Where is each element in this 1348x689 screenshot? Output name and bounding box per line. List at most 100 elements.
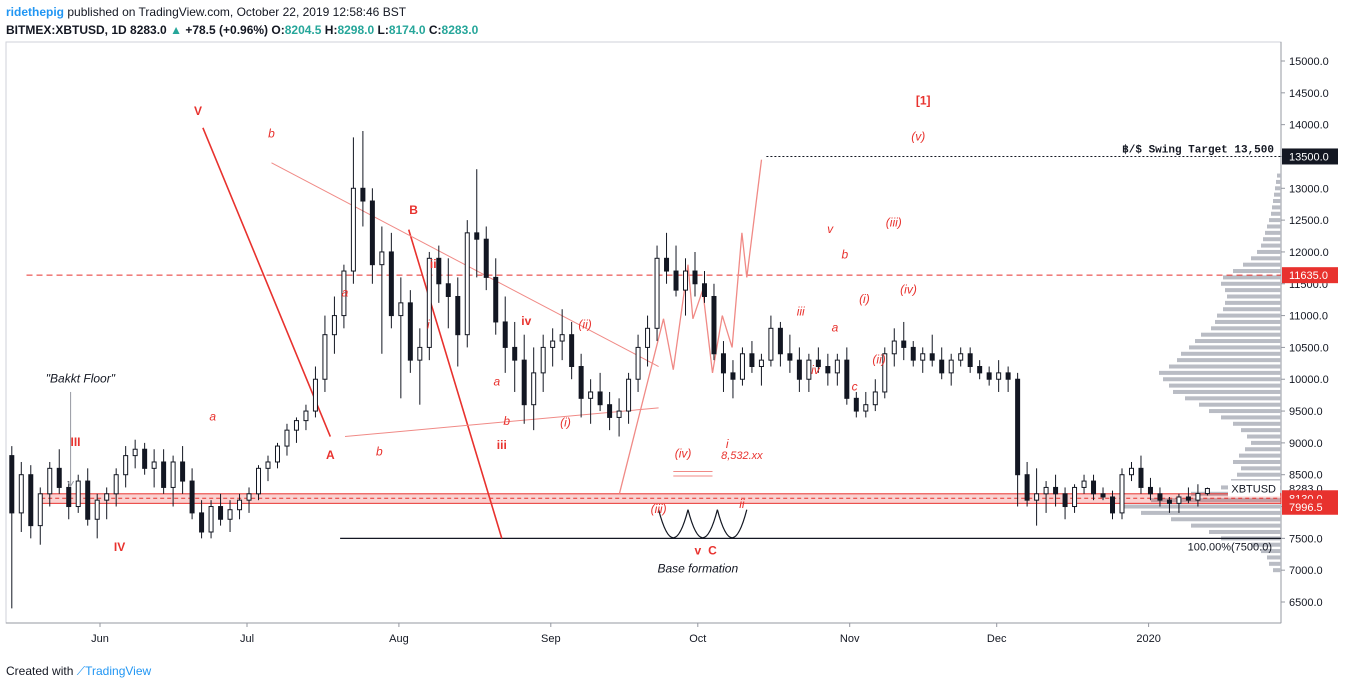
candle-95: [910, 341, 916, 367]
annotation-15: b: [376, 445, 383, 459]
candle-19: [189, 468, 195, 520]
price-tag-label-0: 13500.0: [1289, 151, 1329, 163]
candle-29: [284, 423, 290, 456]
volume-bar-4: [1251, 542, 1281, 547]
volume-bar-27: [1185, 396, 1281, 401]
volume-profile: [1123, 173, 1281, 573]
candle-16: [161, 449, 167, 494]
volume-bar-9: [1141, 510, 1281, 515]
volume-bar-33: [1177, 358, 1281, 363]
y-tick-label-7: 10000.0: [1289, 374, 1329, 386]
annotation-25: Base formation: [657, 562, 738, 576]
volume-bar-22: [1241, 428, 1281, 433]
candle-30: [293, 417, 299, 443]
annotation-6: C: [708, 543, 717, 557]
x-tick-label-6: Dec: [987, 633, 1007, 645]
x-tick-label-3: Sep: [541, 633, 561, 645]
open-value: 8204.5: [284, 23, 322, 37]
annotation-3: "Bakkt Floor": [46, 371, 116, 385]
candle-32: [312, 366, 318, 418]
volume-bar-56: [1271, 211, 1281, 216]
candle-116: [1110, 490, 1116, 520]
candle-15: [151, 449, 157, 488]
volume-bar-54: [1267, 224, 1281, 229]
candle-50: [483, 226, 489, 291]
footer-text: Created with: [6, 664, 74, 678]
annotation-27: iv: [811, 363, 821, 377]
annotation-11: i: [427, 317, 430, 331]
last-price: 8283.0: [130, 23, 167, 37]
volume-bar-16: [1241, 466, 1281, 471]
volume-bar-1: [1269, 561, 1281, 566]
candle-92: [882, 347, 888, 399]
base-arc-0: [658, 509, 689, 539]
annotation-23: ii: [739, 497, 745, 511]
volume-bar-49: [1251, 256, 1281, 261]
bakkt-arrow-head: [67, 480, 75, 488]
annotation-8: ii: [430, 257, 437, 271]
candle-57: [550, 328, 556, 367]
horizontal-levels: ฿/$ Swing Target 13,500 100.00%(7500.0): [26, 143, 1281, 553]
candle-105: [1005, 366, 1011, 392]
candle-55: [531, 347, 537, 431]
candle-18: [180, 446, 186, 494]
volume-bar-29: [1169, 383, 1281, 388]
price-tag-1: [1282, 267, 1338, 284]
candle-66: [635, 334, 641, 392]
candle-47: [455, 277, 461, 367]
price-tag-4: [1282, 498, 1338, 515]
candle-121: [1157, 487, 1163, 507]
x-tick-label-0: Jun: [91, 633, 109, 645]
y-tick-label-13: 13000.0: [1289, 183, 1329, 195]
volume-bar-8: [1171, 517, 1281, 522]
candle-10: [104, 487, 110, 520]
volume-bar-50: [1257, 249, 1281, 254]
author-name[interactable]: ridethepig: [6, 5, 65, 19]
volume-bar-52: [1263, 237, 1281, 242]
candles: [9, 131, 1210, 609]
candle-107: [1024, 461, 1030, 507]
high-value: 8298.0: [337, 23, 375, 37]
annotation-30: b: [841, 247, 848, 261]
candle-61: [588, 379, 594, 424]
tradingview-link[interactable]: TradingView: [85, 664, 152, 678]
volume-bar-28: [1173, 389, 1281, 394]
candle-44: [426, 251, 432, 361]
candle-45: [436, 245, 442, 303]
annotation-33: (ii): [872, 352, 885, 366]
candle-123: [1176, 493, 1182, 513]
volume-bar-21: [1247, 434, 1281, 439]
price-tag-label-1: 11635.0: [1289, 270, 1328, 282]
candle-51: [493, 258, 499, 335]
volume-bar-46: [1223, 275, 1281, 280]
candle-34: [331, 296, 337, 354]
volume-bar-38: [1211, 326, 1281, 331]
volume-bar-40: [1217, 313, 1281, 318]
volume-bar-47: [1233, 269, 1281, 274]
volume-bar-59: [1274, 192, 1281, 197]
high-label: H:: [324, 23, 338, 37]
annotation-7: v: [694, 543, 701, 557]
footer: Created with ⟋TradingView: [6, 664, 151, 679]
candle-63: [607, 391, 613, 431]
y-tick-label-1: 7000.0: [1289, 565, 1323, 577]
candle-94: [901, 321, 907, 361]
y-tick-label-4: 8500.0: [1289, 470, 1323, 482]
candle-90: [863, 391, 869, 418]
candle-120: [1147, 477, 1153, 501]
candle-13: [132, 439, 138, 469]
candle-21: [208, 500, 214, 539]
x-tick-label-7: 2020: [1136, 633, 1160, 645]
trendline-0: [202, 127, 332, 437]
annotation-12: a: [209, 410, 216, 424]
candle-96: [920, 347, 926, 373]
base-arc-2: [716, 509, 748, 539]
annotation-16: a: [494, 375, 501, 389]
candle-5: [56, 449, 62, 494]
swing-target-label: ฿/$ Swing Target 13,500: [1122, 143, 1274, 156]
candle-72: [692, 251, 698, 297]
candle-117: [1119, 468, 1125, 520]
candle-80: [768, 315, 774, 367]
volume-bar-24: [1221, 415, 1281, 420]
